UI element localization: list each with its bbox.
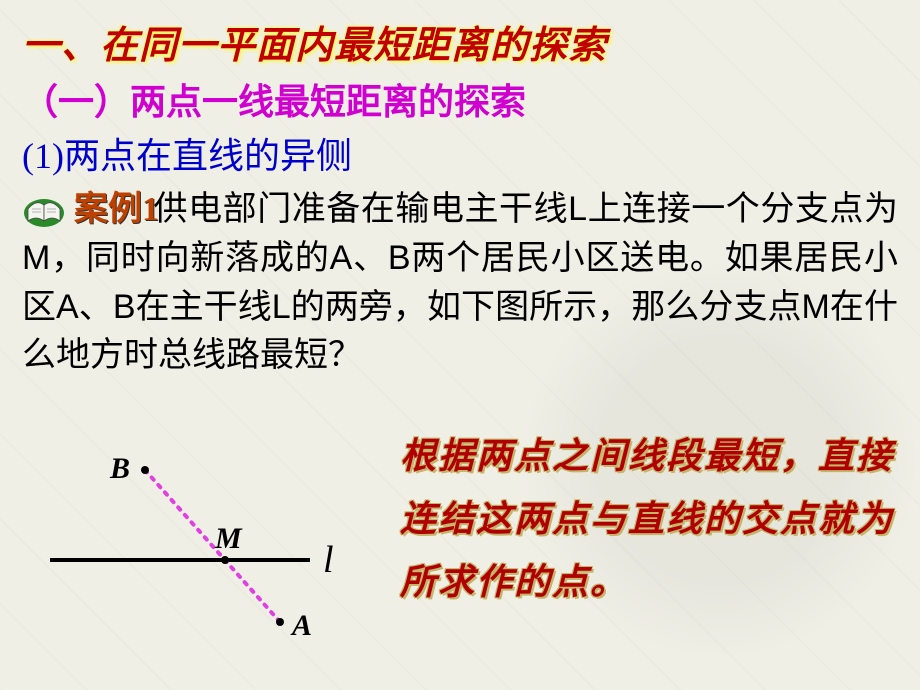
subtitle: （一）两点一线最短距离的探索 <box>0 73 920 127</box>
segment-BMA <box>145 470 280 622</box>
point-A-dot <box>276 618 284 626</box>
geometry-diagram: B M A l <box>30 440 370 670</box>
answer-text: 根据两点之间线段最短，直接连结这两点与直线的交点就为所求作的点。 <box>400 425 900 614</box>
label-l: l <box>323 539 334 581</box>
book-icon <box>22 191 70 231</box>
sub-subtitle: (1)两点在直线的异侧 <box>0 127 920 185</box>
label-A: A <box>290 609 312 642</box>
problem-text: 案例1供电部门准备在输电主干线L上连接一个分支点为M，同时向新落成的A、B两个居… <box>0 185 920 379</box>
example-label: 案例1 <box>74 186 159 234</box>
point-M-dot <box>221 556 229 564</box>
label-B: B <box>109 452 130 485</box>
point-B-dot <box>141 466 149 474</box>
main-title: 一、在同一平面内最短距离的探索 <box>0 0 920 73</box>
label-M: M <box>214 522 243 555</box>
problem-body: 供电部门准备在输电主干线L上连接一个分支点为M，同时向新落成的A、B两个居民小区… <box>22 190 898 374</box>
